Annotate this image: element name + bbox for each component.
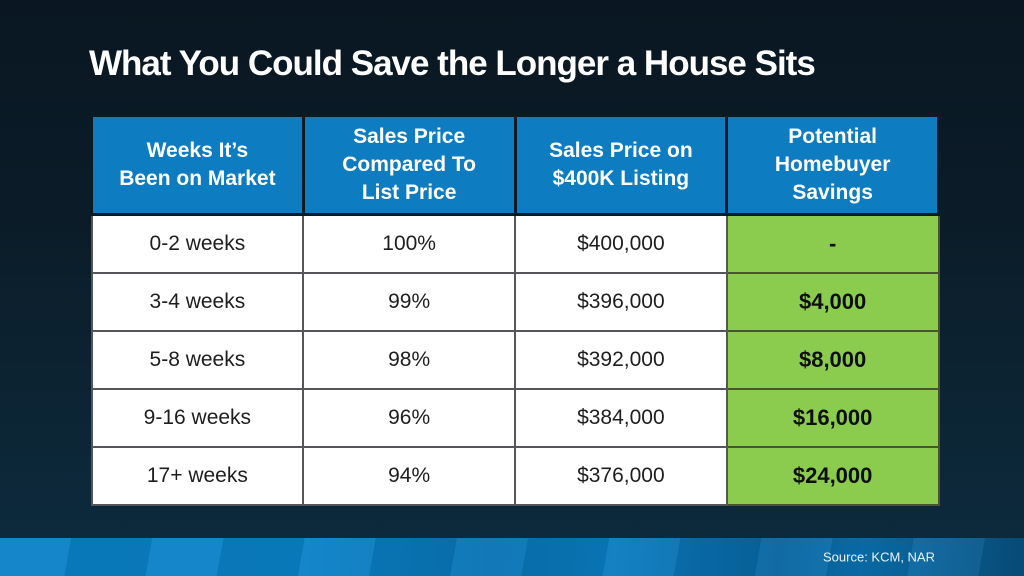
data-cell: 3-4 weeks (90, 271, 305, 332)
data-cell: 9-16 weeks (90, 387, 305, 448)
data-cell: 94% (302, 445, 516, 506)
data-cell: 98% (302, 329, 516, 390)
table-row: 5-8 weeks 98% $392,000 $8,000 (90, 329, 940, 390)
data-cell: $396,000 (514, 271, 728, 332)
savings-cell: - (725, 213, 940, 274)
savings-cell: $8,000 (725, 329, 940, 390)
column-header-0: Weeks It’s Been on Market (90, 114, 305, 216)
table-row: 17+ weeks 94% $376,000 $24,000 (90, 445, 940, 506)
column-header-1: Sales Price Compared To List Price (301, 114, 517, 216)
data-cell: 96% (302, 387, 516, 448)
column-header-2: Sales Price on $400K Listing (513, 114, 729, 216)
table-header-row: Weeks It’s Been on Market Sales Price Com… (90, 114, 940, 216)
data-cell: $392,000 (514, 329, 728, 390)
savings-cell: $16,000 (725, 387, 940, 448)
savings-cell: $4,000 (725, 271, 940, 332)
table-row: 0-2 weeks 100% $400,000- (90, 213, 940, 274)
data-cell: 99% (302, 271, 516, 332)
data-cell: 17+ weeks (90, 445, 305, 506)
data-cell: 5-8 weeks (90, 329, 305, 390)
table-row: 9-16 weeks 96% $384,000 $16,000 (90, 387, 940, 448)
savings-table: Weeks It’s Been on Market Sales Price Com… (90, 114, 940, 506)
source-attribution: Source: KCM, NAR (823, 549, 935, 565)
data-cell: 0-2 weeks (90, 213, 305, 274)
savings-cell: $24,000 (725, 445, 940, 506)
data-cell: $400,000 (514, 213, 728, 274)
column-header-3: Potential Homebuyer Savings (725, 114, 940, 216)
footer-bar: Source: KCM, NAR (0, 538, 1024, 576)
data-cell: 100% (302, 213, 516, 274)
table-row: 3-4 weeks 99% $396,000 $4,000 (90, 271, 940, 332)
data-cell: $384,000 (514, 387, 728, 448)
savings-table-container: Weeks It’s Been on Market Sales Price Com… (90, 114, 940, 506)
table-body: 0-2 weeks 100% $400,000-3-4 weeks 99% $396,0… (90, 213, 940, 506)
table-header: Weeks It’s Been on Market Sales Price Com… (90, 114, 940, 216)
data-cell: $376,000 (514, 445, 728, 506)
slide-title: What You Could Save the Longer a House S… (89, 44, 816, 83)
